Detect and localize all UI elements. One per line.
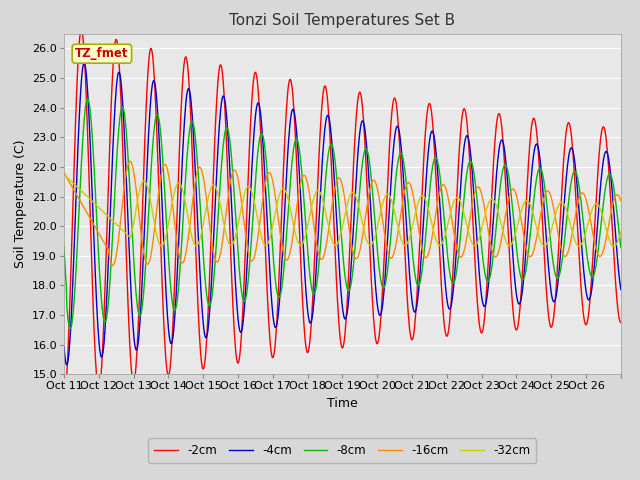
-4cm (389, 148, 397, 154)
-32cm (163, 227, 171, 232)
-2cm (598, 126, 606, 132)
-4cm (88, 182, 96, 188)
-2cm (164, 372, 172, 378)
-2cm (589, 243, 597, 249)
-16cm (599, 250, 607, 255)
-8cm (389, 204, 397, 210)
-32cm (589, 205, 596, 211)
-4cm (617, 287, 625, 292)
-32cm (291, 229, 299, 235)
Line: -2cm: -2cm (64, 30, 621, 398)
-2cm (388, 102, 396, 108)
-8cm (67, 326, 74, 332)
Text: TZ_fmet: TZ_fmet (75, 47, 129, 60)
-8cm (60, 244, 68, 250)
-8cm (292, 136, 300, 142)
-16cm (590, 238, 598, 243)
-8cm (599, 205, 607, 211)
-32cm (617, 229, 625, 235)
-4cm (164, 326, 172, 332)
Line: -32cm: -32cm (64, 174, 621, 246)
-8cm (617, 244, 625, 250)
Line: -16cm: -16cm (64, 161, 621, 265)
-4cm (60, 344, 68, 349)
-8cm (88, 128, 96, 133)
-32cm (610, 243, 618, 249)
-32cm (598, 210, 605, 216)
-16cm (292, 208, 300, 214)
Legend: -2cm, -4cm, -8cm, -16cm, -32cm: -2cm, -4cm, -8cm, -16cm, -32cm (148, 438, 536, 463)
-16cm (164, 172, 172, 178)
-2cm (77, 27, 85, 33)
-16cm (617, 198, 625, 204)
-32cm (87, 197, 95, 203)
Title: Tonzi Soil Temperatures Set B: Tonzi Soil Temperatures Set B (229, 13, 456, 28)
-32cm (60, 171, 68, 177)
-8cm (164, 254, 172, 260)
-32cm (388, 199, 396, 205)
-2cm (88, 248, 95, 253)
-16cm (87, 216, 95, 222)
-4cm (292, 125, 300, 131)
-4cm (63, 362, 71, 368)
-16cm (126, 158, 134, 164)
-16cm (109, 263, 116, 268)
-16cm (389, 252, 397, 258)
-4cm (81, 60, 88, 66)
-8cm (84, 96, 92, 102)
Y-axis label: Soil Temperature (C): Soil Temperature (C) (13, 140, 27, 268)
-2cm (617, 320, 625, 325)
-4cm (599, 162, 607, 168)
X-axis label: Time: Time (327, 397, 358, 410)
-4cm (590, 265, 598, 271)
-16cm (60, 170, 68, 176)
Line: -8cm: -8cm (64, 99, 621, 329)
-2cm (60, 395, 68, 401)
-8cm (590, 272, 598, 277)
Line: -4cm: -4cm (64, 63, 621, 365)
-2cm (292, 139, 300, 144)
